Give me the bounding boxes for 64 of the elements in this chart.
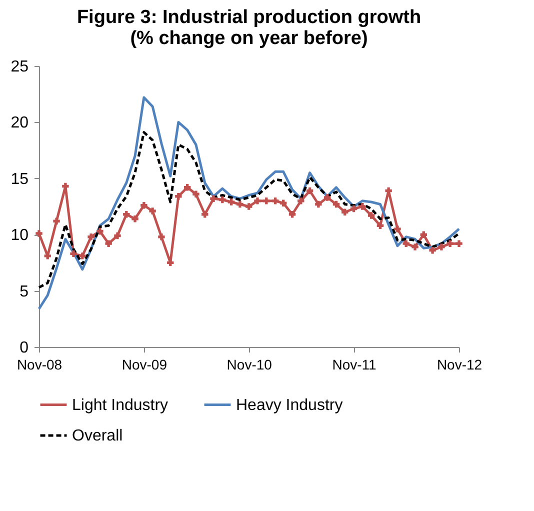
x-tick-label: Nov-08	[16, 356, 62, 372]
point	[342, 208, 348, 216]
y-tick-label: 0	[20, 340, 29, 356]
point	[446, 240, 454, 247]
point	[36, 230, 42, 237]
line-series	[38, 131, 460, 289]
point	[315, 200, 322, 208]
point	[420, 231, 427, 238]
point	[254, 198, 261, 204]
point	[306, 187, 314, 194]
point	[228, 198, 235, 206]
point	[96, 228, 104, 235]
point	[236, 200, 244, 208]
x-tick-label: Nov-12	[436, 356, 482, 372]
point	[114, 232, 121, 240]
point	[272, 198, 279, 204]
point	[332, 200, 340, 208]
y-tick-label: 10	[10, 227, 29, 244]
point	[376, 222, 384, 229]
legend-label: Overall	[72, 428, 123, 444]
line-series	[38, 96, 460, 310]
point	[219, 196, 226, 204]
point	[70, 250, 77, 258]
point	[359, 203, 366, 210]
point	[456, 240, 462, 247]
point	[438, 244, 445, 250]
x-tick-label: Nov-11	[332, 356, 377, 372]
point	[412, 244, 418, 250]
y-tick-label: 15	[10, 170, 29, 188]
point	[79, 252, 86, 260]
y-tick-label: 5	[20, 283, 29, 300]
legend-label: Heavy Industry	[236, 396, 343, 414]
chart-subtitle: (% change on year before)	[130, 28, 368, 49]
point	[140, 202, 148, 209]
point	[167, 259, 174, 266]
point	[210, 195, 217, 202]
point	[394, 226, 401, 232]
point	[429, 246, 436, 254]
x-tick-label: Nov-10	[226, 356, 272, 372]
point	[175, 193, 182, 200]
chart-title: Figure 3: Industrial production growth	[76, 7, 422, 28]
point	[280, 200, 287, 206]
point	[105, 240, 112, 247]
point	[246, 203, 252, 210]
point	[298, 198, 304, 204]
point	[53, 218, 60, 224]
point	[132, 216, 138, 222]
point	[350, 205, 358, 212]
point	[149, 208, 156, 214]
y-tick-label: 25	[10, 58, 29, 76]
point	[88, 233, 94, 240]
point	[324, 194, 331, 201]
point	[123, 211, 130, 218]
y-tick-label: 20	[10, 114, 29, 132]
point	[184, 184, 191, 191]
point	[263, 198, 270, 204]
point	[192, 190, 200, 198]
point	[288, 211, 296, 218]
point	[368, 212, 375, 219]
point	[158, 233, 165, 240]
point	[202, 211, 208, 218]
legend-label: Light Industry	[72, 396, 168, 414]
point	[402, 240, 410, 247]
x-tick-label: Nov-09	[122, 356, 168, 372]
